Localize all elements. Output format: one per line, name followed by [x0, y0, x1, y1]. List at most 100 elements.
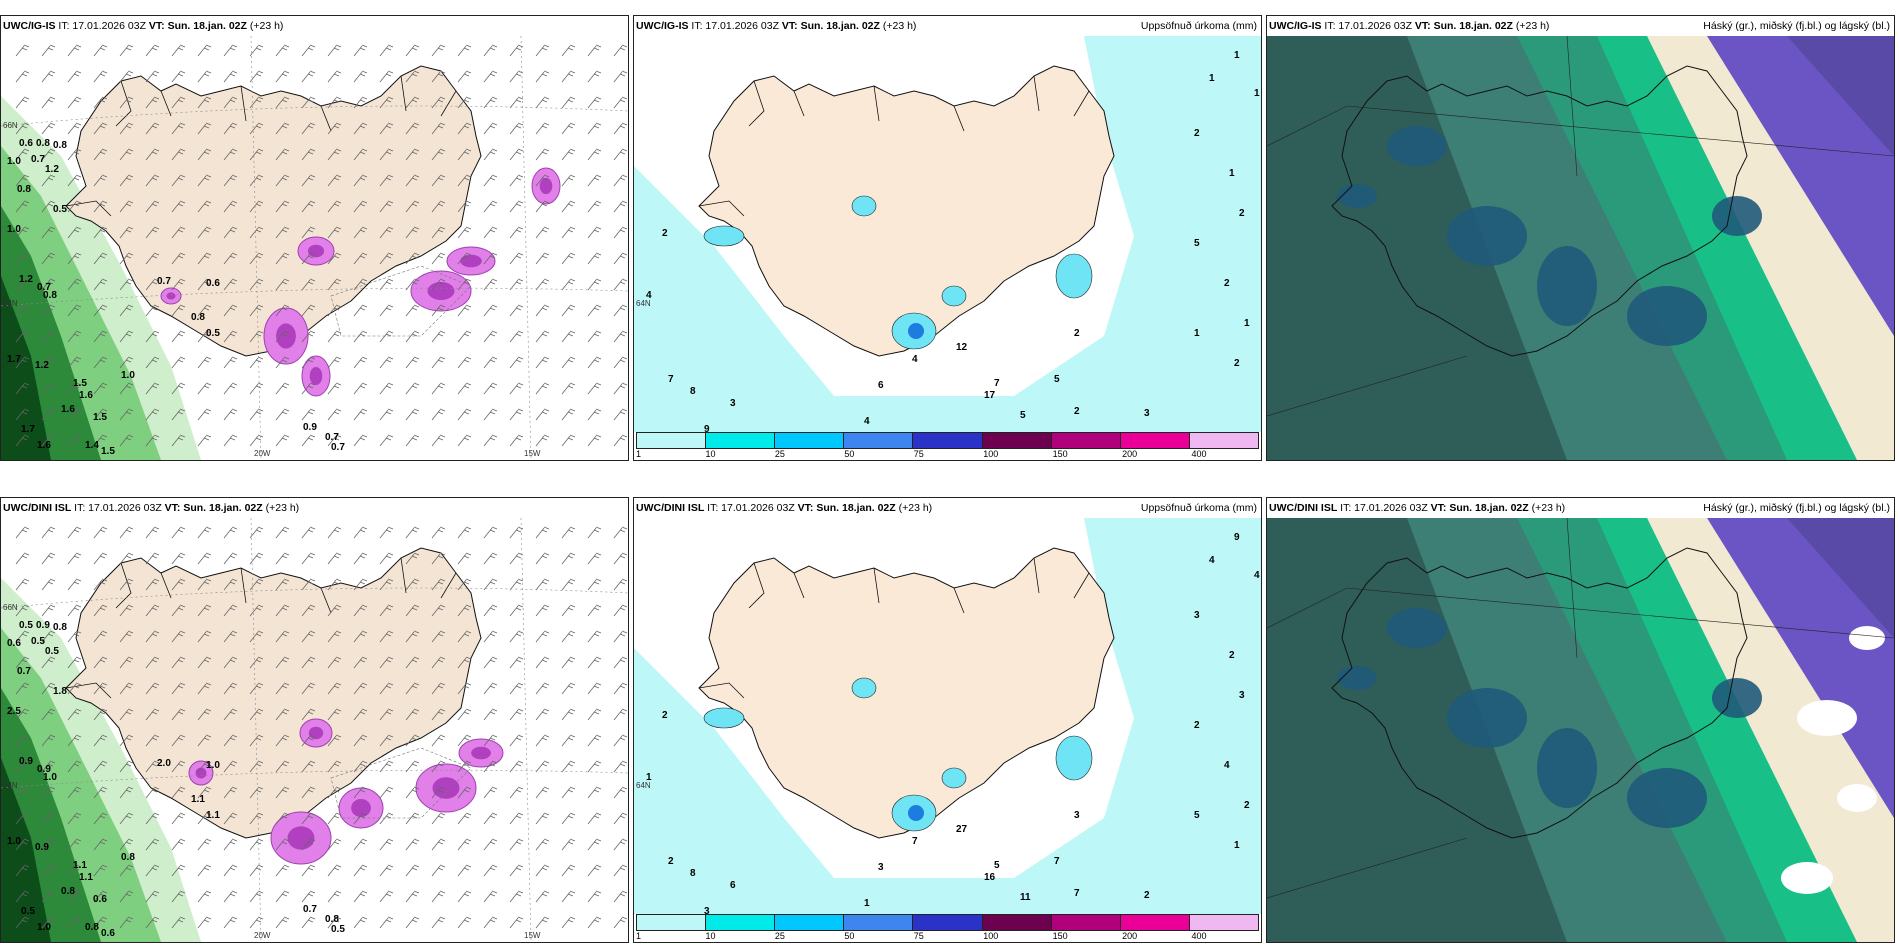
clear-patch: [1849, 626, 1885, 650]
colorbar-label: 10: [705, 931, 716, 941]
value-label: 1.0: [121, 370, 135, 381]
clouds-panel-2: UWC/DINI ISL IT: 17.01.2026 03Z VT: Sun.…: [1266, 497, 1895, 943]
colorbar-label: 75: [913, 931, 924, 941]
value-label: 3: [730, 398, 736, 409]
precip-cell-core: [287, 826, 315, 850]
snow-hatch: [330, 265, 472, 337]
colorbar-label: 1: [636, 931, 642, 941]
value-label: 5: [1054, 374, 1060, 385]
value-label: 3: [1194, 610, 1200, 621]
colorbar-swatch: [706, 915, 776, 930]
cloud-layers: [1407, 36, 1894, 460]
precip-blob: [1055, 735, 1093, 781]
value-label: 4: [864, 416, 870, 427]
value-label: 1: [1194, 328, 1200, 339]
precip-panel-1: UWC/IG-IS IT: 17.01.2026 03Z VT: Sun. 18…: [633, 15, 1262, 461]
colorbar-swatch: [913, 433, 983, 448]
precip-band: [1, 96, 201, 460]
map-area: [1267, 36, 1894, 460]
value-label: 1.1: [73, 860, 87, 871]
low-cloud-patch: [1447, 688, 1527, 748]
lon-label: 15W: [524, 449, 541, 458]
value-label: 0.9: [35, 842, 49, 853]
precip-blob: [1055, 253, 1093, 299]
value-label: 6: [730, 880, 736, 891]
wind-barbs: [15, 44, 628, 447]
value-label: 8: [690, 868, 696, 879]
value-label: 2.0: [157, 758, 171, 769]
wind-barbs: [15, 526, 628, 929]
map-area: 0.6 0.8 0.8 1.0 0.7 1.2 0.8 0.5 1.0 1.2 0.7 0.8 0.7 0…: [1, 36, 628, 460]
value-label: 0.6: [93, 894, 107, 905]
value-label: 3: [1239, 690, 1245, 701]
colorbar-label: 150: [1052, 449, 1068, 459]
value-label: 1.6: [61, 404, 75, 415]
lead-time: (+23 h): [1512, 20, 1550, 32]
value-label: 1.1: [206, 810, 220, 821]
value-label: 1: [1244, 318, 1250, 329]
colorbar-swatch: [637, 915, 707, 930]
graticule: [1267, 36, 1894, 417]
issue-time: IT: 17.01.2026 03Z: [704, 502, 798, 514]
value-label: 0.7: [331, 442, 345, 453]
issue-time: IT: 17.01.2026 03Z: [55, 20, 149, 32]
colorbar-swatch: [1189, 433, 1258, 448]
lat-label: 66N: [3, 121, 18, 130]
value-label: 7: [1054, 856, 1060, 867]
wind-panel-2: UWC/DINI ISL IT: 17.01.2026 03Z VT: Sun.…: [0, 497, 629, 943]
wind-panel-1: UWC/IG-IS IT: 17.01.2026 03Z VT: Sun. 18…: [0, 15, 629, 461]
coast-detail: [698, 557, 1090, 699]
value-label: 0.7: [31, 154, 45, 165]
value-label: 11: [1020, 892, 1031, 903]
lead-time: (+23 h): [879, 20, 917, 32]
map-area: 2 4 7 8 3 9 6 4 4 12 17 5 7 5 2 1 1 1 2 1 2 5 2 1 1 2 3 2 64N: [634, 36, 1261, 460]
colorbar-label: 25: [774, 931, 785, 941]
colorbar-label: 75: [913, 449, 924, 459]
value-label: 0.8: [53, 622, 67, 633]
value-label: 0.8: [61, 886, 75, 897]
value-label: 2.5: [7, 706, 21, 717]
colorbar-label: 25: [774, 449, 785, 459]
value-label: 17: [984, 390, 996, 401]
colorbar-label: 50: [844, 931, 855, 941]
land-outline: [698, 65, 1115, 357]
lat-label: 64N: [3, 781, 18, 790]
value-label: 2: [1229, 650, 1235, 661]
land-outline: [1331, 65, 1748, 357]
coast-detail: [65, 75, 457, 217]
value-label: 0.8: [85, 922, 99, 933]
value-label: 1: [646, 772, 652, 783]
colorbar-swatch: [775, 433, 845, 448]
value-label: 12: [956, 342, 968, 353]
valid-time: VT: Sun. 18.jan. 02Z: [164, 502, 263, 514]
value-label: 0.8: [121, 852, 135, 863]
low-cloud-patch: [1627, 768, 1707, 828]
low-cloud-patch: [1712, 678, 1762, 718]
colorbar-swatch: [706, 433, 776, 448]
precip-cell-core: [195, 767, 207, 779]
map-svg: 0.5 0.9 0.80.6 0.50.50.71.82.50.90.91.02.0 1…: [1, 518, 628, 942]
field-title: Háský (gr.), miðský (fj.bl.) og lágský (…: [1703, 20, 1890, 32]
colorbar: 1 10 25 50 75 100 150 200 400: [634, 914, 1261, 942]
precip-band: [1, 578, 201, 942]
value-label: 2: [1234, 358, 1240, 369]
value-label: 1: [864, 898, 870, 909]
run-info: UWC/DINI ISL IT: 17.01.2026 03Z VT: Sun.…: [1269, 498, 1565, 518]
lat-label: 64N: [636, 299, 651, 308]
low-cloud-patch: [1712, 196, 1762, 236]
map-svg: [1267, 36, 1894, 460]
issue-time: IT: 17.01.2026 03Z: [688, 20, 782, 32]
value-label: 27: [956, 824, 968, 835]
valid-time: VT: Sun. 18.jan. 02Z: [148, 20, 247, 32]
colorbar-swatch: [844, 433, 914, 448]
land-outline: [65, 547, 482, 839]
value-label: 1: [1234, 840, 1240, 851]
value-label: 2: [1244, 800, 1250, 811]
model-name: UWC/IG-IS: [636, 20, 689, 32]
value-label: 1.5: [101, 446, 115, 457]
colorbar-label: 150: [1052, 931, 1068, 941]
clear-patch: [1797, 700, 1857, 736]
run-info: UWC/IG-IS IT: 17.01.2026 03Z VT: Sun. 18…: [1269, 16, 1549, 36]
value-label: 0.7: [157, 276, 171, 287]
